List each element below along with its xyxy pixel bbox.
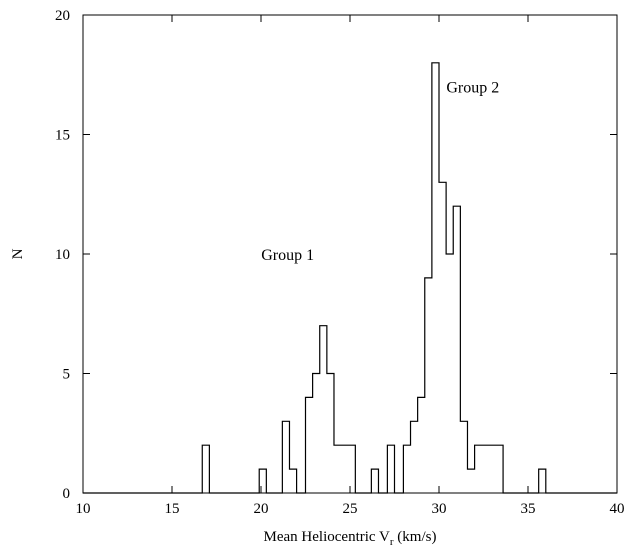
histogram-bars: [202, 63, 546, 493]
x-tick-label: 40: [610, 501, 625, 517]
group-annotation: Group 1: [261, 247, 314, 264]
histogram-bar: [489, 445, 496, 493]
x-tick-label: 25: [343, 501, 358, 517]
y-tick-label: 10: [55, 247, 70, 263]
y-tick-label: 20: [55, 8, 70, 24]
annotations: Group 1 Group 2: [261, 80, 499, 264]
y-tick-labels: 0 5 10 15 20: [55, 8, 70, 502]
histogram-bar: [425, 278, 432, 493]
histogram-bar: [202, 445, 209, 493]
histogram-bar: [482, 445, 489, 493]
x-tick-label: 10: [76, 501, 91, 517]
y-axis-label: N: [10, 248, 26, 259]
x-axis-label: Mean Heliocentric Vr (km/s): [264, 529, 437, 548]
histogram-bar: [411, 421, 418, 493]
histogram-bar: [306, 397, 313, 493]
histogram-bar: [320, 326, 327, 493]
histogram-bar: [387, 445, 394, 493]
x-tick-label: 30: [432, 501, 447, 517]
x-tick-label: 35: [521, 501, 536, 517]
histogram-bar: [282, 421, 289, 493]
x-tick-label: 20: [254, 501, 269, 517]
histogram-bar: [496, 445, 503, 493]
y-tick-label: 0: [63, 486, 71, 502]
histogram-bar: [467, 469, 474, 493]
axis-ticks: [82, 14, 618, 494]
group-annotation: Group 2: [446, 80, 499, 97]
x-tick-label: 15: [165, 501, 180, 517]
histogram-bar: [334, 445, 341, 493]
histogram-bar: [327, 374, 334, 494]
plot-frame: [82, 14, 618, 494]
histogram-bar: [432, 63, 439, 493]
y-tick-label: 15: [55, 128, 70, 144]
histogram-bar: [403, 445, 410, 493]
x-tick-labels: 10 15 20 25 30 35 40: [76, 501, 625, 517]
histogram-bar: [348, 445, 355, 493]
histogram-bar: [371, 469, 378, 493]
histogram-bar: [289, 469, 296, 493]
histogram-bar: [539, 469, 546, 493]
histogram-bar: [313, 374, 320, 494]
histogram-bar: [446, 254, 453, 493]
histogram-bar: [341, 445, 348, 493]
x-axis-label-subscript: r: [390, 536, 394, 548]
histogram-bar: [439, 182, 446, 493]
x-axis-label-main: Mean Heliocentric V: [264, 529, 391, 545]
histogram-bar: [475, 445, 482, 493]
x-axis-label-units: (km/s): [394, 529, 437, 545]
histogram-bar: [418, 397, 425, 493]
histogram-bar: [460, 421, 467, 493]
y-tick-label: 5: [63, 367, 71, 383]
histogram-outline: [83, 62, 617, 494]
histogram-bar: [259, 469, 266, 493]
histogram-bar: [453, 206, 460, 493]
